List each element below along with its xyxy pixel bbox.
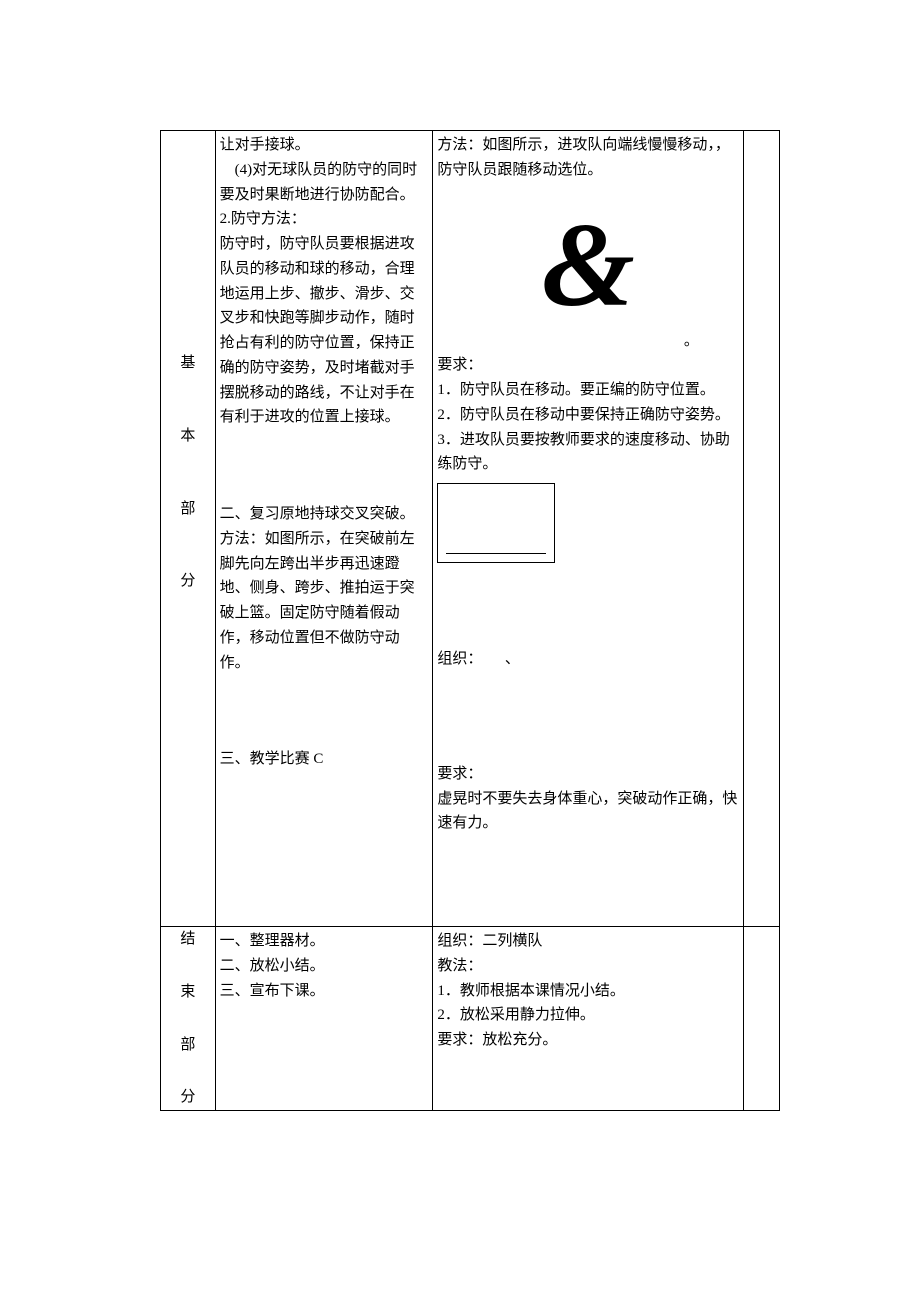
content-text: 二、放松小结。 — [220, 954, 429, 979]
content-text: 二、复习原地持球交叉突破。 — [220, 502, 429, 527]
document-page: 基 本 部 分 让对手接球。 (4)对无球队员的防守的同时要及时果断地进行协防配… — [0, 0, 920, 1211]
method-text: 3．进攻队员要按教师要求的速度移动、协助练防守。 — [437, 428, 739, 478]
method-text: 1．教师根据本课情况小结。 — [437, 979, 739, 1004]
content-text: 一、整理器材。 — [220, 929, 429, 954]
row-end: 结 束 部 分 一、整理器材。 二、放松小结。 三、宣布下课。 组织：二列横队 … — [161, 927, 780, 1111]
method-text: 2．防守队员在移动中要保持正确防守姿势。 — [437, 403, 739, 428]
method-text: 虚晃时不要失去身体重心，突破动作正确，快速有力。 — [437, 787, 739, 837]
row-basic: 基 本 部 分 让对手接球。 (4)对无球队员的防守的同时要及时果断地进行协防配… — [161, 131, 780, 927]
method-text: 。 — [437, 329, 739, 354]
method-text: 要求： — [437, 353, 739, 378]
label-char: 分 — [161, 569, 215, 594]
diagram-box-wrap — [437, 483, 739, 563]
method-text: 要求：放松充分。 — [437, 1028, 739, 1053]
method-text: 要求： — [437, 762, 739, 787]
blank-col — [743, 131, 779, 927]
ampersand-icon: & — [541, 211, 634, 319]
method-text: 1．防守队员在移动。要正编的防守位置。 — [437, 378, 739, 403]
content-text: 三、宣布下课。 — [220, 979, 429, 1004]
content-text: 方法：如图所示，在突破前左脚先向左跨出半步再迅速蹬地、侧身、跨步、推拍运于突破上… — [220, 527, 429, 676]
method-text: 2．放松采用静力拉伸。 — [437, 1003, 739, 1028]
content-text: 2.防守方法： — [220, 207, 429, 232]
lesson-plan-table: 基 本 部 分 让对手接球。 (4)对无球队员的防守的同时要及时果断地进行协防配… — [160, 130, 780, 1111]
content-text: 三、教学比赛 C — [220, 747, 429, 772]
content-basic: 让对手接球。 (4)对无球队员的防守的同时要及时果断地进行协防配合。 2.防守方… — [215, 131, 433, 927]
blank-col — [743, 927, 779, 1111]
method-text: 组织：二列横队 — [437, 929, 739, 954]
method-text: 方法：如图所示，进攻队向端线慢慢移动，，防守队员跟随移动选位。 — [437, 133, 739, 183]
content-end: 一、整理器材。 二、放松小结。 三、宣布下课。 — [215, 927, 433, 1111]
method-text: 教法： — [437, 954, 739, 979]
method-end: 组织：二列横队 教法： 1．教师根据本课情况小结。 2．放松采用静力拉伸。 要求… — [433, 927, 744, 1111]
label-char: 基 — [161, 351, 215, 376]
label-char: 束 — [161, 980, 215, 1005]
label-char: 分 — [161, 1085, 215, 1110]
content-text: 让对手接球。 — [220, 133, 429, 158]
diagram-box — [437, 483, 555, 563]
label-char: 部 — [161, 1033, 215, 1058]
label-end-section: 结 束 部 分 — [161, 927, 216, 1111]
label-char: 本 — [161, 424, 215, 449]
diagram-placeholder: & — [437, 211, 739, 319]
method-basic: 方法：如图所示，进攻队向端线慢慢移动，，防守队员跟随移动选位。 & 。 要求： … — [433, 131, 744, 927]
label-char: 结 — [161, 927, 215, 952]
diagram-inner-line — [446, 553, 546, 554]
content-text: 防守时，防守队员要根据进攻队员的移动和球的移动，合理地运用上步、撤步、滑步、交叉… — [220, 232, 429, 430]
label-char: 部 — [161, 497, 215, 522]
content-text: (4)对无球队员的防守的同时要及时果断地进行协防配合。 — [220, 158, 429, 208]
label-basic-section: 基 本 部 分 — [161, 131, 216, 927]
method-text: 组织： 、 — [437, 647, 739, 672]
